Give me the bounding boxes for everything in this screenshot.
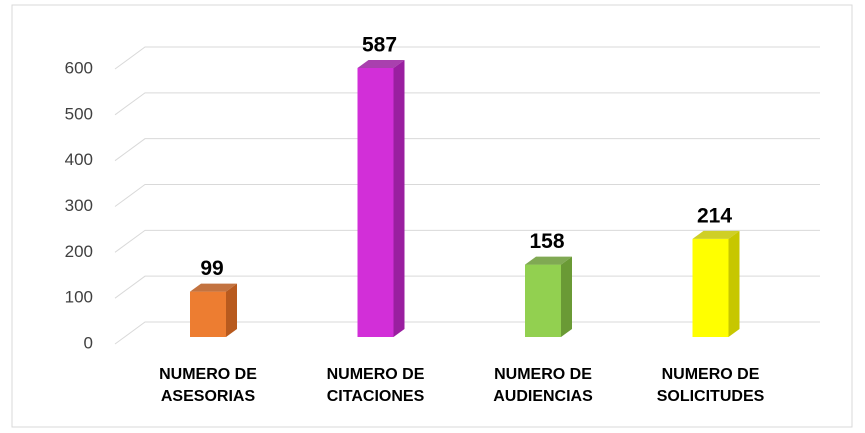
data-label: 158 [529, 230, 564, 253]
grid-line [114, 184, 820, 207]
bar-side [393, 59, 405, 337]
bar-top [357, 59, 405, 68]
bar [525, 264, 561, 337]
data-label: 214 [697, 204, 732, 227]
bar-side [226, 283, 237, 337]
bar-top [525, 256, 572, 265]
y-tick-label: 600 [65, 58, 93, 77]
grid-line [114, 138, 820, 162]
grid-line [114, 321, 820, 345]
bar [190, 291, 226, 337]
y-tick-label: 300 [65, 196, 93, 215]
chart-frame [11, 4, 853, 428]
bar-top [692, 230, 740, 239]
y-tick-label: 200 [65, 242, 93, 261]
bar-side [728, 230, 740, 337]
x-tick-label: NUMERO DE AUDIENCIAS [493, 366, 593, 405]
y-tick-label: 100 [65, 288, 93, 307]
bar-top [190, 283, 237, 292]
data-label: 587 [362, 34, 397, 57]
grid-line [114, 46, 820, 70]
x-tick-label: NUMERO DE CITACIONES [326, 366, 425, 405]
y-tick-label: 500 [65, 104, 93, 123]
grid-line [114, 229, 820, 253]
y-tick-label: 0 [84, 333, 93, 352]
bar [357, 67, 394, 337]
y-tick-label: 400 [65, 150, 93, 169]
bar [692, 238, 729, 337]
x-tick-label: NUMERO DE SOLICITUDES [656, 366, 765, 405]
x-tick-label: NUMERO DE ASESORIAS [159, 366, 257, 405]
bar-side [561, 256, 572, 337]
grid-line [114, 92, 820, 116]
grid-line [114, 275, 820, 299]
data-label: 99 [200, 257, 223, 280]
